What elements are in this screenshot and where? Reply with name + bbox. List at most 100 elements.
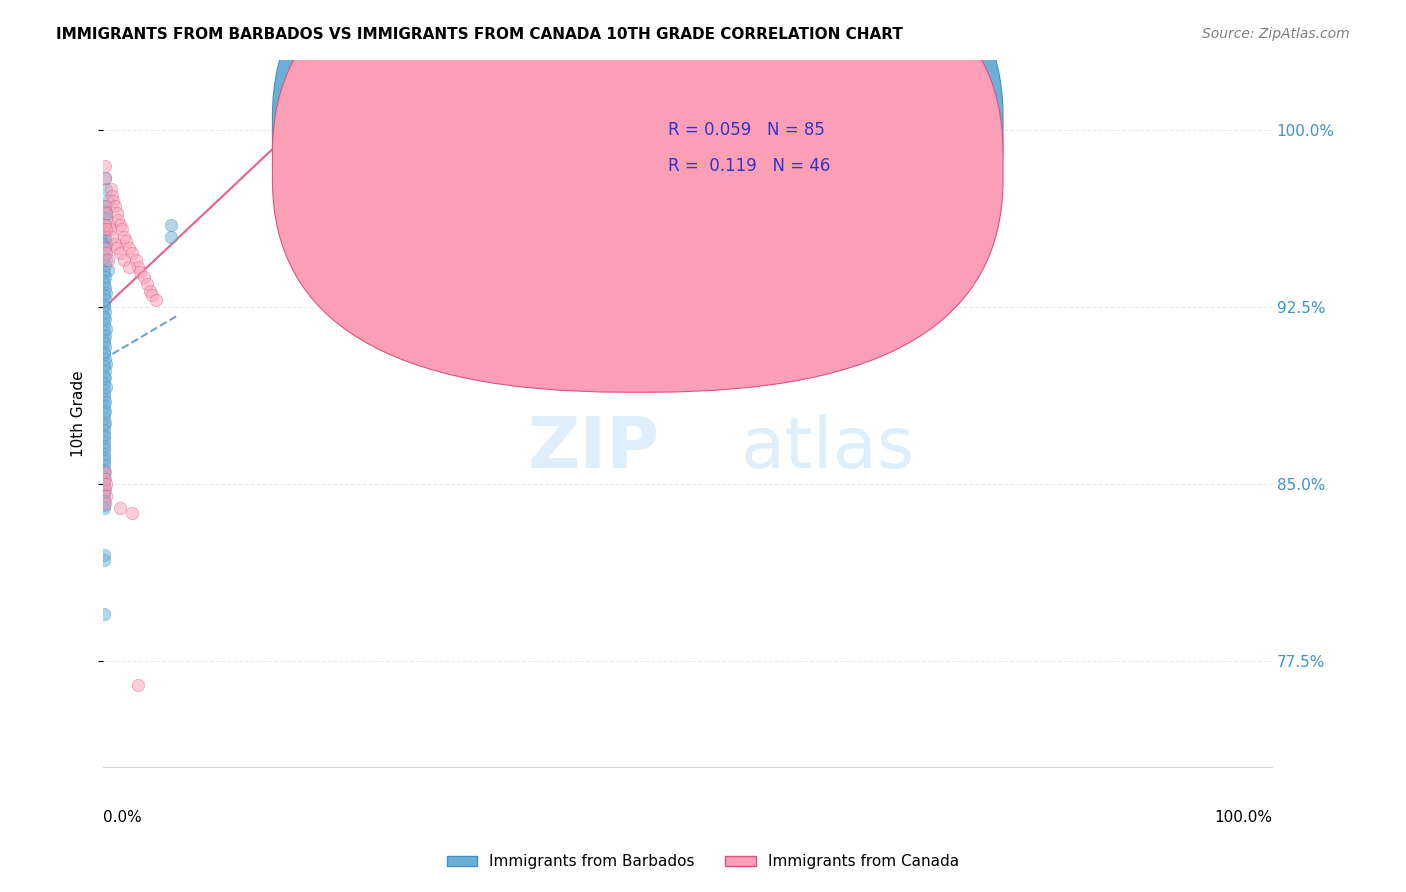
Point <box>93 368 115 383</box>
Point <box>93 345 115 359</box>
Point <box>94 394 117 409</box>
Point <box>93 222 115 236</box>
Point <box>94 466 117 480</box>
Point <box>105 241 128 255</box>
Point <box>103 194 125 208</box>
Point <box>94 371 117 385</box>
Point <box>93 274 115 288</box>
Point <box>96 357 118 371</box>
Point <box>94 218 117 232</box>
Point <box>97 253 120 268</box>
Point <box>112 229 135 244</box>
Point <box>145 293 167 308</box>
Point <box>97 194 120 208</box>
Point <box>96 222 118 236</box>
Point <box>93 227 115 242</box>
Point <box>93 400 115 414</box>
Point <box>93 310 115 324</box>
Point <box>93 458 115 473</box>
Point <box>93 241 115 255</box>
Point <box>104 199 127 213</box>
Point <box>94 340 117 354</box>
Point <box>93 317 115 331</box>
Point <box>117 260 139 275</box>
Point <box>96 182 118 196</box>
Point <box>110 218 132 232</box>
Point <box>94 404 117 418</box>
Point <box>94 328 117 343</box>
Point <box>93 265 115 279</box>
FancyBboxPatch shape <box>606 102 945 194</box>
Point <box>117 241 139 255</box>
Point <box>93 466 115 480</box>
Point <box>93 334 115 348</box>
Point <box>93 392 115 407</box>
Point <box>96 246 118 260</box>
Point <box>93 251 115 265</box>
Point <box>105 206 128 220</box>
Point <box>93 499 115 513</box>
Point <box>96 286 118 301</box>
Point <box>93 548 115 562</box>
Point <box>93 434 115 449</box>
Text: IMMIGRANTS FROM BARBADOS VS IMMIGRANTS FROM CANADA 10TH GRADE CORRELATION CHART: IMMIGRANTS FROM BARBADOS VS IMMIGRANTS F… <box>56 27 903 42</box>
Point <box>93 300 115 314</box>
Point <box>93 423 115 437</box>
Point <box>94 305 117 319</box>
Point <box>132 269 155 284</box>
Point <box>96 253 118 268</box>
Point <box>93 475 115 489</box>
Point <box>94 203 117 218</box>
Point <box>96 211 118 225</box>
Point <box>93 406 115 420</box>
Legend: Immigrants from Barbados, Immigrants from Canada: Immigrants from Barbados, Immigrants fro… <box>440 848 966 875</box>
Point <box>93 427 115 442</box>
Text: R = 0.059   N = 85: R = 0.059 N = 85 <box>668 121 824 139</box>
Point <box>94 416 117 430</box>
Point <box>141 288 163 302</box>
Point <box>96 380 118 394</box>
Point <box>93 486 115 500</box>
Point <box>159 229 181 244</box>
Point <box>94 269 117 284</box>
Point <box>93 418 115 433</box>
Point <box>104 236 127 251</box>
Point <box>93 552 115 566</box>
Point <box>96 489 118 503</box>
Point <box>101 229 124 244</box>
Point <box>93 489 115 503</box>
Point <box>93 482 115 496</box>
Point <box>138 284 160 298</box>
Point <box>93 500 115 515</box>
Point <box>94 496 117 510</box>
Point <box>94 159 117 173</box>
Point <box>136 277 159 291</box>
Point <box>93 451 115 466</box>
Point <box>94 246 117 260</box>
Point <box>96 206 118 220</box>
Point <box>115 234 138 248</box>
Point <box>94 170 117 185</box>
Point <box>124 253 146 268</box>
Point <box>93 607 115 621</box>
Point <box>93 199 115 213</box>
FancyBboxPatch shape <box>273 0 1002 357</box>
Point <box>96 321 118 335</box>
Point <box>93 324 115 338</box>
Point <box>96 477 118 491</box>
Point <box>93 359 115 374</box>
Point <box>93 477 115 491</box>
Point <box>110 500 132 515</box>
Point <box>107 213 129 227</box>
Point <box>94 258 117 272</box>
Point <box>159 218 181 232</box>
Point <box>129 265 152 279</box>
Point <box>94 218 117 232</box>
Point <box>93 442 115 456</box>
Point <box>94 473 117 487</box>
Point <box>121 506 143 520</box>
Text: 0.0%: 0.0% <box>103 810 142 825</box>
Point <box>93 376 115 390</box>
Y-axis label: 10th Grade: 10th Grade <box>72 370 86 457</box>
Point <box>93 347 115 361</box>
